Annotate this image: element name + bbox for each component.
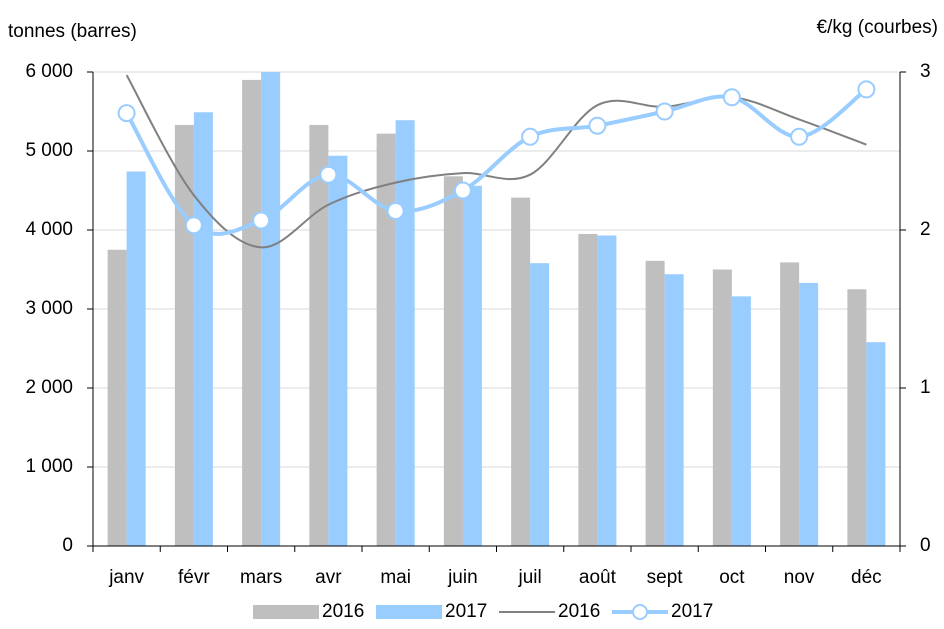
marker [655, 102, 674, 121]
marker [319, 165, 338, 184]
bar [242, 79, 262, 547]
y2-tick-label: 1 [920, 377, 931, 398]
x-tick-label: janv [108, 567, 144, 588]
bar [126, 171, 146, 547]
x-tick-label: sept [647, 567, 684, 588]
bar [107, 249, 127, 546]
bar [261, 72, 281, 546]
line [124, 87, 868, 236]
y-tick-label: 2 000 [25, 377, 73, 398]
x-tick-label: déc [851, 567, 882, 588]
bar [376, 133, 396, 546]
bar [712, 269, 732, 546]
bar [443, 176, 463, 546]
bar [780, 262, 800, 546]
x-tick-label: juil [518, 567, 542, 588]
x-tick-label: avr [315, 567, 342, 588]
bar [174, 124, 194, 547]
marker [790, 127, 809, 146]
y-tick-label: 1 000 [25, 456, 73, 477]
legend-label: 2016 [322, 601, 364, 622]
bar [462, 185, 482, 546]
x-tick-label: nov [784, 567, 815, 588]
x-tick-label: mars [240, 567, 282, 588]
y-axis-label: tonnes (barres) [8, 21, 137, 42]
bar [799, 282, 819, 546]
y-tick-label: 6 000 [25, 61, 73, 82]
y2-axis-label: €/kg (courbes) [817, 17, 938, 38]
y2-tick-label: 2 [920, 219, 931, 240]
x-tick-label: juin [447, 567, 478, 588]
y-tick-label: 3 000 [25, 298, 73, 319]
bar [193, 112, 213, 546]
bar [578, 233, 598, 546]
legend-swatch [376, 605, 442, 619]
y-tick-label: 5 000 [25, 140, 73, 161]
marker [184, 216, 203, 235]
bar [847, 289, 867, 546]
x-tick-label: oct [719, 567, 745, 588]
legend-marker [632, 604, 648, 620]
legend-label: 2017 [671, 601, 713, 622]
bar [328, 155, 348, 547]
bar [866, 342, 886, 546]
bar [731, 296, 751, 546]
x-tick-label: févr [178, 567, 210, 588]
marker [117, 104, 136, 123]
marker [252, 211, 271, 230]
bar [597, 235, 617, 546]
bar [395, 120, 415, 546]
y2-tick-label: 3 [920, 61, 931, 82]
marker [386, 202, 405, 221]
y-tick-label: 0 [62, 535, 73, 556]
x-tick-label: mai [380, 567, 411, 588]
legend-label: 2017 [445, 601, 487, 622]
y2-tick-label: 0 [920, 535, 931, 556]
bar [309, 124, 329, 547]
bar [645, 260, 665, 546]
legend-swatch [253, 605, 319, 619]
marker [722, 88, 741, 107]
y-tick-label: 4 000 [25, 219, 73, 240]
x-tick-label: août [579, 567, 617, 588]
marker [453, 181, 472, 200]
marker [857, 80, 876, 99]
legend-label: 2016 [558, 601, 600, 622]
marker [588, 116, 607, 135]
bar [511, 197, 531, 547]
bar [530, 263, 550, 546]
bar [664, 274, 684, 546]
marker [521, 127, 540, 146]
